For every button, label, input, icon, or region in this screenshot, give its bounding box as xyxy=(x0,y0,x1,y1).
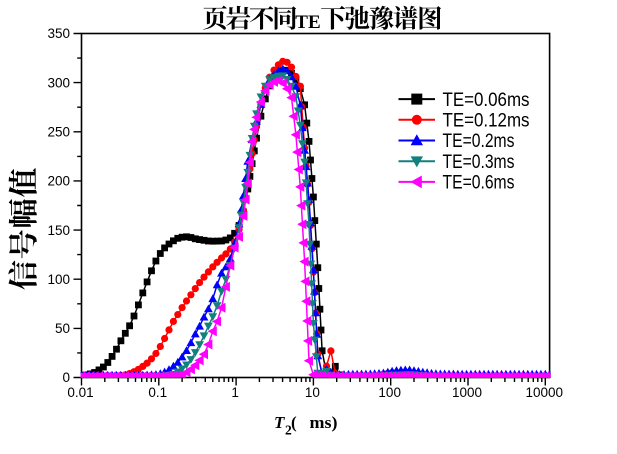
svg-text:10: 10 xyxy=(305,385,320,400)
svg-text:T: T xyxy=(274,413,285,432)
svg-text:250: 250 xyxy=(47,125,70,140)
svg-text:ms): ms) xyxy=(310,413,338,432)
svg-text:50: 50 xyxy=(55,321,70,336)
svg-text:100: 100 xyxy=(47,272,70,287)
svg-text:100: 100 xyxy=(378,385,401,400)
svg-text:TE: TE xyxy=(295,12,320,33)
svg-text:TE=0.12ms: TE=0.12ms xyxy=(443,111,530,132)
svg-text:0: 0 xyxy=(62,370,70,385)
svg-text:150: 150 xyxy=(47,223,70,238)
svg-text:TE=0.3ms: TE=0.3ms xyxy=(443,152,515,173)
svg-text:350: 350 xyxy=(47,26,70,41)
svg-text:1000: 1000 xyxy=(452,385,482,400)
svg-text:10000: 10000 xyxy=(526,385,564,400)
svg-text:TE=0.06ms: TE=0.06ms xyxy=(443,90,530,111)
svg-text:2: 2 xyxy=(285,423,292,438)
svg-text:200: 200 xyxy=(47,174,70,189)
svg-text:TE=0.2ms: TE=0.2ms xyxy=(443,131,515,152)
svg-text:(: ( xyxy=(291,413,297,432)
svg-text:0.1: 0.1 xyxy=(148,385,167,400)
svg-text:TE=0.6ms: TE=0.6ms xyxy=(443,173,515,194)
svg-text:1: 1 xyxy=(231,385,239,400)
svg-text:300: 300 xyxy=(47,75,70,90)
svg-text:0.01: 0.01 xyxy=(67,385,93,400)
